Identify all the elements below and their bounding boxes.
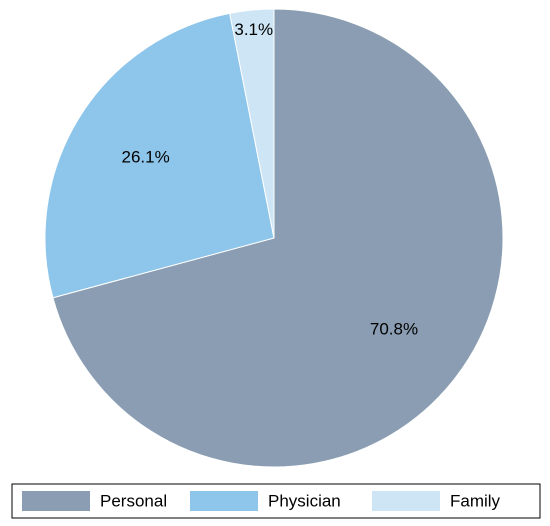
legend-swatch [190, 491, 258, 511]
pie-slice [229, 8, 275, 239]
legend-label: Physician [268, 491, 341, 510]
data-label: 26.1% [122, 148, 170, 167]
legend-label: Personal [100, 491, 167, 510]
data-label: 3.1% [234, 20, 273, 39]
pie-slice [52, 8, 504, 468]
pie-slice [44, 12, 275, 299]
legend-swatch [22, 491, 90, 511]
legend-box [11, 483, 541, 519]
legend-label: Family [450, 491, 501, 510]
data-label: 70.8% [370, 319, 418, 338]
legend-swatch [372, 491, 440, 511]
